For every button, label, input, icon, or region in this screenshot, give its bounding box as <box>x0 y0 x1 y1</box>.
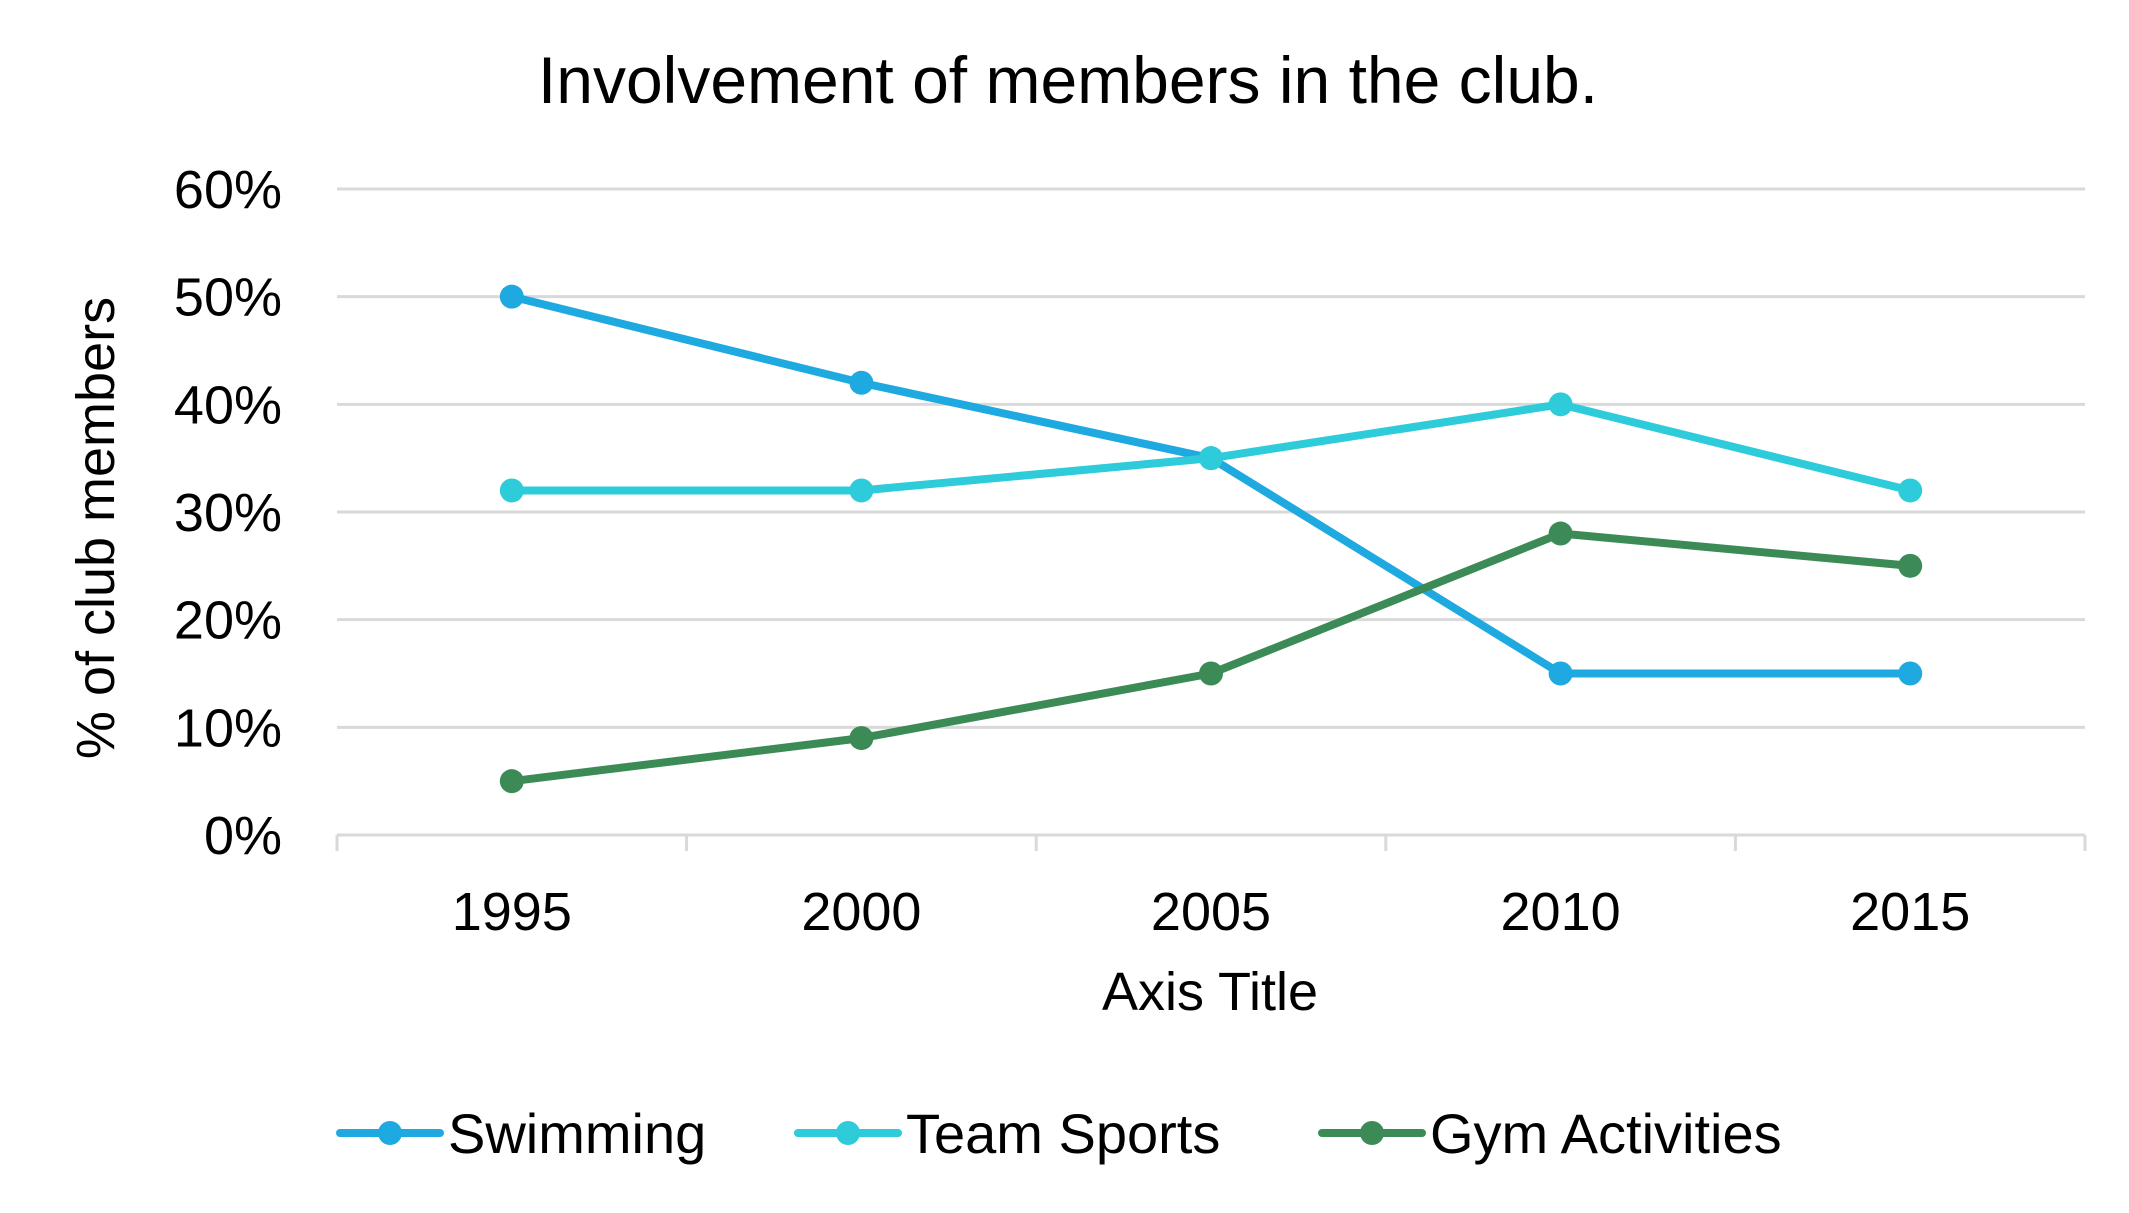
x-tick-label: 2005 <box>1151 882 1271 942</box>
legend-label: Swimming <box>448 1102 706 1165</box>
data-point-team-sports <box>1199 446 1223 471</box>
data-point-team-sports <box>1898 478 1923 503</box>
y-axis-title: % of club members <box>66 297 126 759</box>
data-point-swimming <box>1898 661 1923 686</box>
series-line-gym-activities <box>507 529 1915 786</box>
legend-swatch-marker <box>1360 1121 1384 1145</box>
y-tick-label: 20% <box>174 591 282 651</box>
data-point-gym-activities <box>1898 553 1923 578</box>
x-tick-labels: 1995 2000 2005 2010 2015 <box>452 882 1971 942</box>
legend-item-gym-activities: Gym Activities <box>1318 1102 1782 1165</box>
series-line-swimming <box>507 292 1915 678</box>
chart-title: Involvement of members in the club. <box>538 43 1598 117</box>
y-tick-label: 0% <box>204 806 282 866</box>
data-point-team-sports <box>499 478 524 503</box>
data-point-swimming <box>499 284 524 309</box>
y-tick-label: 10% <box>174 698 282 758</box>
y-tick-label: 50% <box>174 268 282 328</box>
legend-item-swimming: Swimming <box>336 1102 706 1165</box>
x-tick-label: 2000 <box>801 882 921 942</box>
x-tick-label: 2010 <box>1501 882 1621 942</box>
data-point-swimming <box>1548 661 1573 686</box>
data-point-team-sports <box>1548 392 1573 417</box>
y-tick-label: 40% <box>174 375 282 435</box>
axes <box>335 833 2087 851</box>
data-point-team-sports <box>849 478 874 503</box>
data-point-swimming <box>849 370 874 395</box>
y-tick-labels: 0% 10% 20% 30% 40% 50% 60% <box>174 160 282 866</box>
series <box>499 284 1923 794</box>
series-swimming <box>499 284 1923 686</box>
legend-label: Gym Activities <box>1430 1102 1782 1165</box>
data-point-gym-activities <box>1199 661 1223 686</box>
x-axis-title: Axis Title <box>1102 962 1318 1022</box>
legend-item-team-sports: Team Sports <box>794 1102 1220 1165</box>
legend-swatch-marker <box>378 1121 402 1145</box>
series-gym-activities <box>499 521 1923 794</box>
legend-label: Team Sports <box>906 1102 1220 1165</box>
series-team-sports <box>499 392 1923 503</box>
gridlines <box>337 187 2085 729</box>
y-tick-label: 60% <box>174 160 282 220</box>
data-point-gym-activities <box>499 769 524 794</box>
data-point-gym-activities <box>849 726 874 751</box>
legend: Swimming Team Sports Gym Activities <box>336 1102 1782 1165</box>
data-point-gym-activities <box>1548 521 1573 546</box>
x-tick-label: 2015 <box>1850 882 1970 942</box>
legend-swatch-marker <box>836 1121 860 1145</box>
y-tick-label: 30% <box>174 483 282 543</box>
x-tick-label: 1995 <box>452 882 572 942</box>
